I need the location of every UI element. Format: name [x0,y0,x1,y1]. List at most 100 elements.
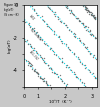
Point [91,14,92,16]
Point [55,54,57,55]
Point [85,25,87,27]
Point [67,7,68,9]
Y-axis label: log(σT): log(σT) [7,39,11,53]
Point [76,17,77,19]
Point [28,43,29,45]
Point [50,67,52,68]
Point [88,10,89,12]
Point [29,62,31,64]
Point [91,12,93,14]
Point [75,76,77,78]
Point [43,61,45,63]
Point [73,53,74,55]
Point [93,16,95,18]
Point [78,59,80,60]
Point [90,53,91,54]
Point [80,40,81,42]
Point [44,20,45,22]
Point [57,16,58,17]
Point [87,9,89,11]
Point [85,48,87,49]
Point [56,73,58,75]
Point [82,42,84,44]
Point [85,9,87,10]
Point [42,80,44,82]
Point [87,50,89,51]
Point [51,71,53,72]
Point [33,27,35,29]
Point [41,39,43,41]
Point [32,68,33,69]
Point [49,9,50,10]
Point [84,25,85,27]
Point [39,54,41,56]
Point [86,29,87,30]
Point [44,62,46,64]
Point [88,13,90,14]
Point [90,11,92,13]
Point [65,66,67,68]
Point [84,43,85,45]
Point [53,30,55,32]
Point [50,29,52,30]
Point [83,23,84,25]
Point [67,46,69,48]
Point [68,67,69,68]
Point [36,72,38,74]
Point [94,16,95,18]
Point [66,5,68,7]
Point [43,57,45,59]
Point [37,72,38,74]
Point [93,17,94,19]
Point [86,8,87,10]
Point [65,85,67,87]
Point [30,66,32,67]
Point [84,8,86,9]
Point [73,71,74,73]
Point [59,20,60,22]
Point [60,40,62,42]
Point [28,64,29,66]
Point [36,31,38,33]
Point [92,15,94,17]
Point [84,7,86,8]
Point [31,45,32,47]
Point [73,14,75,16]
Point [70,12,71,14]
Point [78,18,79,19]
Point [34,68,36,69]
Point [79,20,80,22]
Point [24,21,25,23]
Point [85,6,87,8]
Point [33,8,34,10]
Text: YSZ (3mol%): YSZ (3mol%) [28,27,42,41]
Point [61,81,63,82]
Point [79,21,81,22]
Point [61,61,63,63]
Point [88,70,90,71]
Point [77,56,78,58]
Point [45,83,47,84]
Point [94,16,96,18]
Point [87,30,89,32]
Point [92,14,93,16]
Point [48,67,50,69]
Point [33,30,35,32]
Point [68,9,70,11]
Point [74,33,76,35]
Point [46,25,47,27]
Point [95,17,96,19]
Point [30,43,31,45]
Point [42,19,44,21]
Point [70,30,72,32]
Point [88,10,90,11]
Point [92,34,94,36]
Point [90,34,92,35]
Point [45,81,46,83]
Point [95,37,97,39]
Point [34,70,36,72]
Point [70,9,71,11]
Point [33,69,35,70]
Point [41,78,43,80]
Point [63,23,65,24]
